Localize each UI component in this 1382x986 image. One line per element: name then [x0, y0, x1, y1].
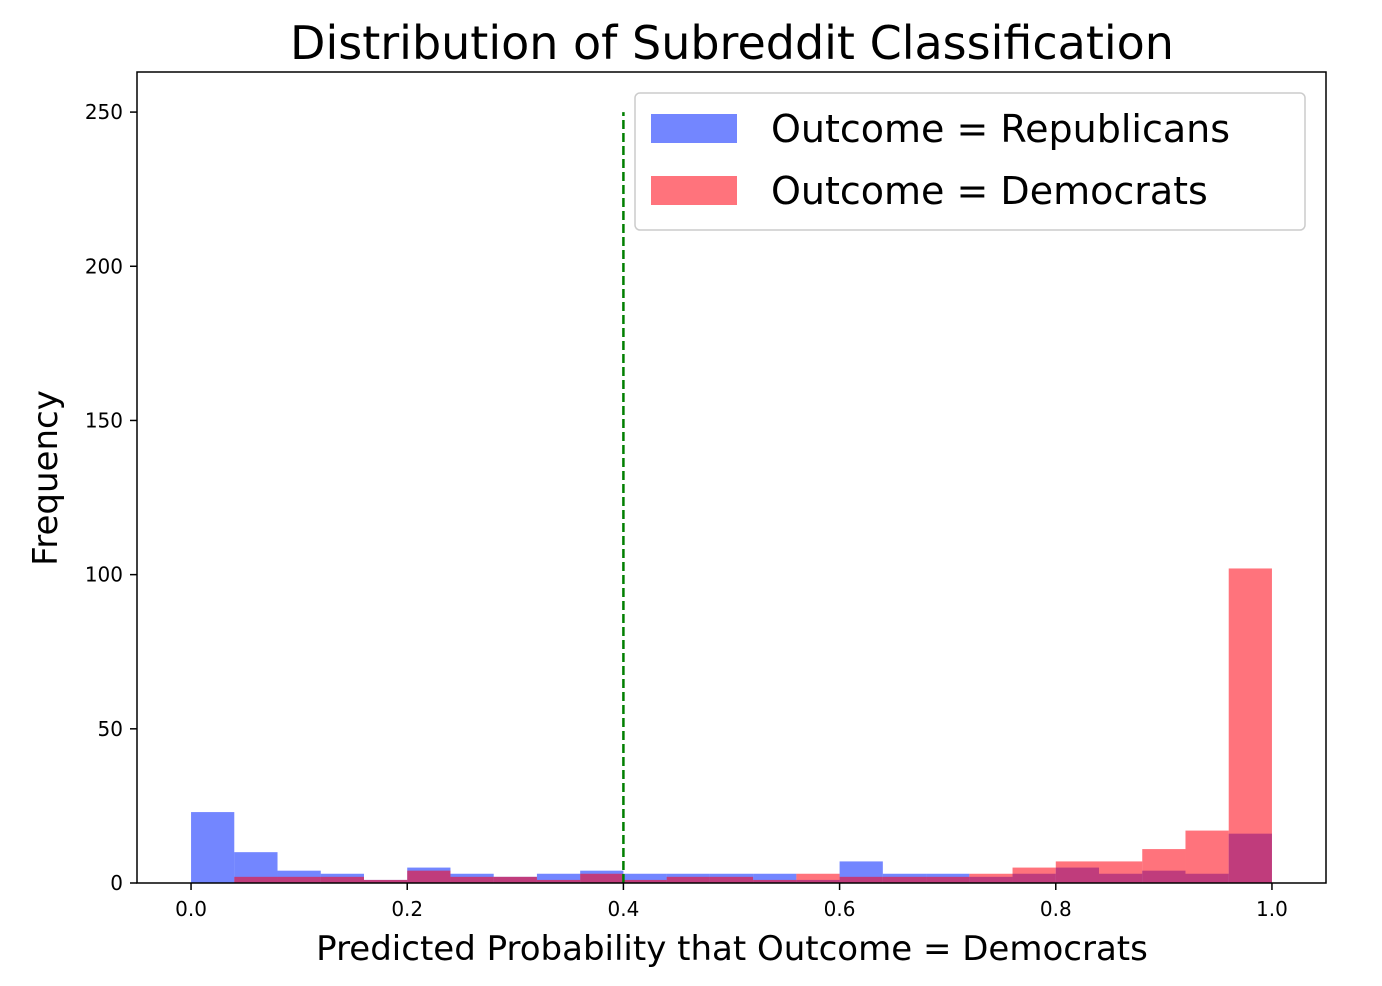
bars-layer: [191, 568, 1272, 883]
legend-label-republicans: Outcome = Republicans: [771, 107, 1230, 151]
bar-democrats-10: [666, 876, 710, 883]
y-axis-label: Frequency: [26, 390, 66, 566]
x-tick-label-5: 1.0: [1256, 897, 1288, 921]
x-tick-label-0: 0.0: [175, 897, 207, 921]
legend-swatch-democrats: [651, 176, 737, 205]
plot-frame: [136, 71, 1327, 884]
y-tick-label-3: 150: [85, 408, 123, 432]
bar-democrats-11: [709, 876, 754, 883]
x-tick-label-1: 0.2: [391, 897, 423, 921]
bar-democrats-17: [969, 873, 1013, 883]
bar-democrats-23: [1228, 568, 1272, 883]
y-tick-label-0: 0: [110, 871, 123, 895]
x-axis-label: Predicted Probability that Outcome = Dem…: [316, 929, 1148, 969]
bar-democrats-14: [839, 876, 883, 883]
bar-democrats-1: [277, 876, 321, 883]
legend-frame: [634, 92, 1306, 231]
y-tick-label-4: 200: [85, 254, 123, 278]
bar-democrats-22: [1185, 830, 1229, 883]
bar-democrats-8: [580, 873, 624, 883]
bar-democrats-6: [493, 876, 537, 883]
bar-republicans-13: [753, 873, 797, 883]
x-tick-label-2: 0.4: [608, 897, 640, 921]
legend-label-democrats: Outcome = Democrats: [771, 169, 1208, 213]
bar-democrats-19: [1055, 861, 1100, 883]
bar-democrats-4: [407, 870, 451, 883]
bar-democrats-12: [753, 879, 797, 883]
legend: Outcome = Republicans Outcome = Democrat…: [634, 92, 1306, 231]
chart-title: Distribution of Subreddit Classification: [290, 16, 1174, 70]
bar-republicans-0: [191, 812, 235, 883]
x-tick-label-4: 0.8: [1040, 897, 1072, 921]
y-axis: 0 50 100 150 200 250: [85, 100, 137, 895]
bar-democrats-0: [234, 876, 278, 883]
bar-democrats-3: [363, 879, 408, 883]
bar-democrats-15: [882, 876, 927, 883]
bar-democrats-5: [450, 876, 494, 883]
y-tick-label-1: 50: [98, 717, 123, 741]
bar-republicans-10: [623, 873, 667, 883]
bar-democrats-20: [1099, 861, 1143, 883]
bar-democrats-9: [623, 879, 667, 883]
legend-swatch-republicans: [651, 114, 737, 143]
bar-democrats-7: [536, 879, 581, 883]
bar-democrats-21: [1142, 849, 1186, 883]
y-tick-label-2: 100: [85, 563, 123, 587]
bar-republicans-8: [536, 873, 581, 883]
bar-democrats-2: [320, 876, 364, 883]
x-axis: 0.0 0.2 0.4 0.6 0.8 1.0: [175, 883, 1288, 921]
bar-democrats-13: [796, 873, 840, 883]
y-tick-label-5: 250: [85, 100, 123, 124]
x-tick-label-3: 0.6: [824, 897, 856, 921]
bar-democrats-16: [926, 876, 970, 883]
bar-democrats-18: [1012, 867, 1056, 883]
